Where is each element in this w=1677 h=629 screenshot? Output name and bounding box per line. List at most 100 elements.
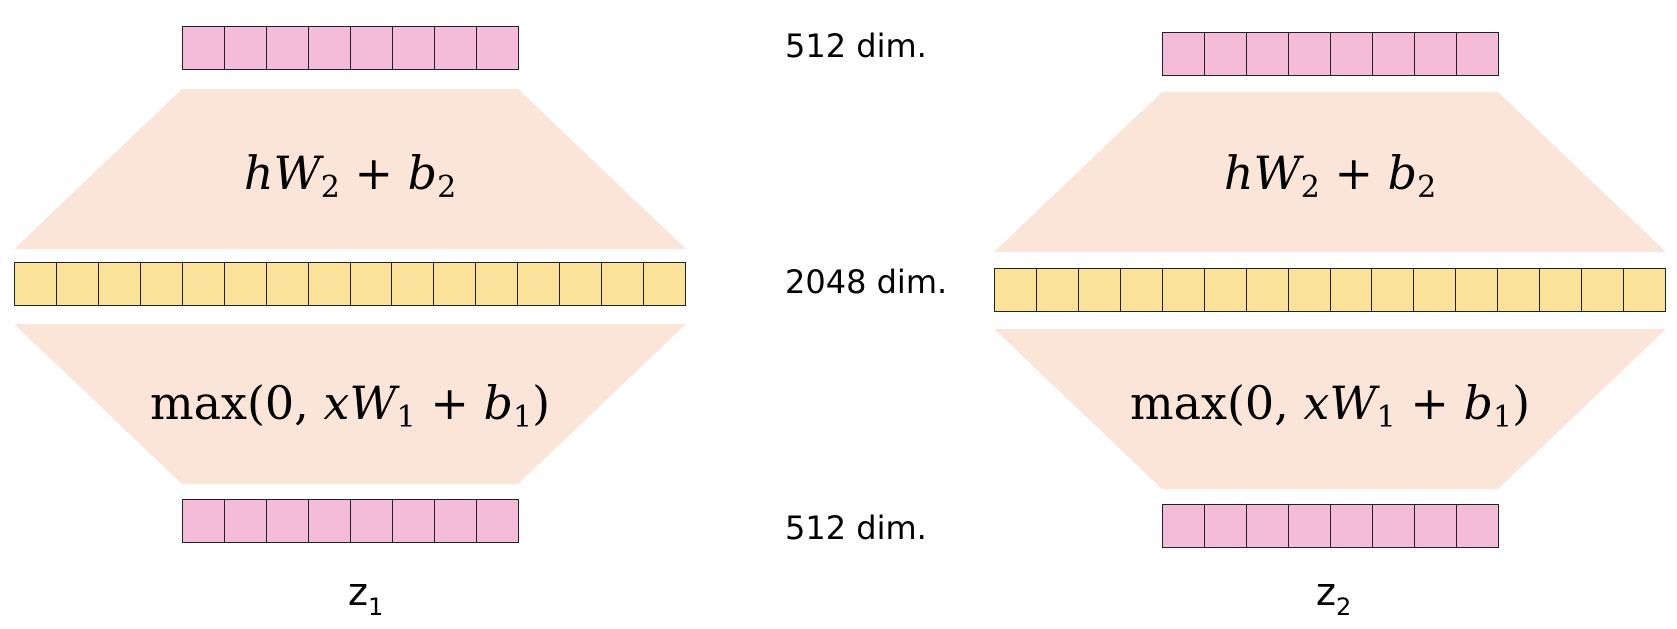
formula-plus: +: [1319, 146, 1388, 200]
vector-cell: [1372, 32, 1415, 76]
vector-cell: [1287, 268, 1331, 312]
vector-cell: [392, 499, 435, 543]
formula-h: h: [1223, 146, 1254, 200]
vector-cell: [1371, 268, 1415, 312]
vector-cell: [434, 499, 477, 543]
formula-b: b: [1387, 146, 1418, 200]
formula-W-sub: 2: [320, 170, 340, 205]
vector-cell: [350, 499, 393, 543]
vector-cell: [182, 26, 225, 70]
vector-cell: [1203, 268, 1247, 312]
vector-cell: [1077, 268, 1121, 312]
formula-b-sub: 2: [1417, 170, 1437, 205]
vector-cell: [1119, 268, 1163, 312]
vector-cell: [223, 262, 267, 306]
vector-cell: [601, 262, 645, 306]
output-projection-layer: [994, 92, 1666, 252]
vector-cell: [1372, 504, 1415, 548]
hidden-projection-formula: max(0, xW1 + b1): [14, 380, 686, 433]
vector-cell: [55, 262, 99, 306]
vector-cell: [1539, 268, 1583, 312]
vector-cell: [1204, 32, 1247, 76]
vector-cell: [307, 262, 351, 306]
hidden-projection-layer: [994, 329, 1666, 489]
formula-close: ): [1512, 376, 1531, 430]
vector-cell: [1456, 504, 1499, 548]
vector-cell: [517, 262, 561, 306]
vector-cell: [392, 26, 435, 70]
vector-cell: [182, 499, 225, 543]
formula-W: W: [349, 376, 397, 430]
formula-x: x: [323, 376, 350, 430]
formula-W-sub: 1: [1376, 400, 1396, 435]
vector-cell: [350, 26, 393, 70]
formula-h: h: [243, 146, 274, 200]
formula-W-sub: 1: [396, 400, 416, 435]
vector-cell: [266, 499, 309, 543]
vector-cell: [139, 262, 183, 306]
output-projection-formula: hW2 + b2: [994, 150, 1666, 203]
vector-cell: [1330, 32, 1373, 76]
vector-cell: [349, 262, 393, 306]
vector-cell: [1204, 504, 1247, 548]
output-projection-shape: [14, 89, 686, 249]
vector-cell: [1288, 504, 1331, 548]
vector-cell: [1330, 504, 1373, 548]
input-label-z2: z2: [1316, 570, 1351, 619]
formula-b: b: [483, 376, 513, 430]
formula-close: ): [532, 376, 551, 430]
output-vector-512: [182, 26, 519, 70]
vector-cell: [433, 262, 477, 306]
output-projection-layer: [14, 89, 686, 249]
vector-cell: [14, 262, 57, 306]
formula-plus: +: [415, 376, 484, 430]
vector-cell: [559, 262, 603, 306]
formula-plus: +: [1395, 376, 1464, 430]
vector-cell: [1035, 268, 1079, 312]
vector-cell: [308, 499, 351, 543]
vector-cell: [266, 26, 309, 70]
vector-cell: [1414, 32, 1457, 76]
vector-cell: [1497, 268, 1541, 312]
output-projection-shape: [994, 92, 1666, 252]
input-vector-512: [182, 499, 519, 543]
formula-W: W: [1329, 376, 1377, 430]
formula-max: max(0,: [1129, 376, 1304, 430]
vector-cell: [1161, 268, 1205, 312]
z-subscript: 1: [367, 593, 384, 621]
ffn-block-z2: hW2 + b2 max(0, xW1 + b1) z2: [994, 0, 1674, 629]
vector-cell: [1246, 504, 1289, 548]
formula-W: W: [1253, 146, 1301, 200]
vector-cell: [643, 262, 686, 306]
vector-cell: [308, 26, 351, 70]
vector-cell: [994, 268, 1037, 312]
vector-cell: [1288, 32, 1331, 76]
output-vector-512: [1162, 32, 1499, 76]
vector-cell: [1623, 268, 1666, 312]
formula-b-sub: 1: [512, 400, 533, 435]
vector-cell: [1162, 504, 1205, 548]
hidden-projection-shape: [994, 329, 1666, 489]
formula-b: b: [407, 146, 438, 200]
z-letter: z: [1316, 570, 1336, 614]
input-vector-512: [1162, 504, 1499, 548]
formula-W: W: [273, 146, 321, 200]
vector-cell: [476, 26, 519, 70]
hidden-projection-layer: [14, 324, 686, 484]
output-projection-formula: hW2 + b2: [14, 150, 686, 203]
hidden-vector-2048: [994, 268, 1666, 312]
vector-cell: [1455, 268, 1499, 312]
vector-cell: [1246, 32, 1289, 76]
z-letter: z: [348, 570, 368, 614]
vector-cell: [1245, 268, 1289, 312]
hidden-vector-2048: [14, 262, 686, 306]
ffn-block-z1: hW2 + b2 max(0, xW1 + b1) z1: [14, 0, 694, 629]
formula-b-sub: 2: [437, 170, 457, 205]
dim-label-top: 512 dim.: [785, 27, 927, 65]
input-label-z1: z1: [348, 570, 383, 619]
formula-b-sub: 1: [1492, 400, 1513, 435]
dim-label-middle: 2048 dim.: [785, 263, 948, 301]
vector-cell: [224, 26, 267, 70]
vector-cell: [181, 262, 225, 306]
vector-cell: [434, 26, 477, 70]
